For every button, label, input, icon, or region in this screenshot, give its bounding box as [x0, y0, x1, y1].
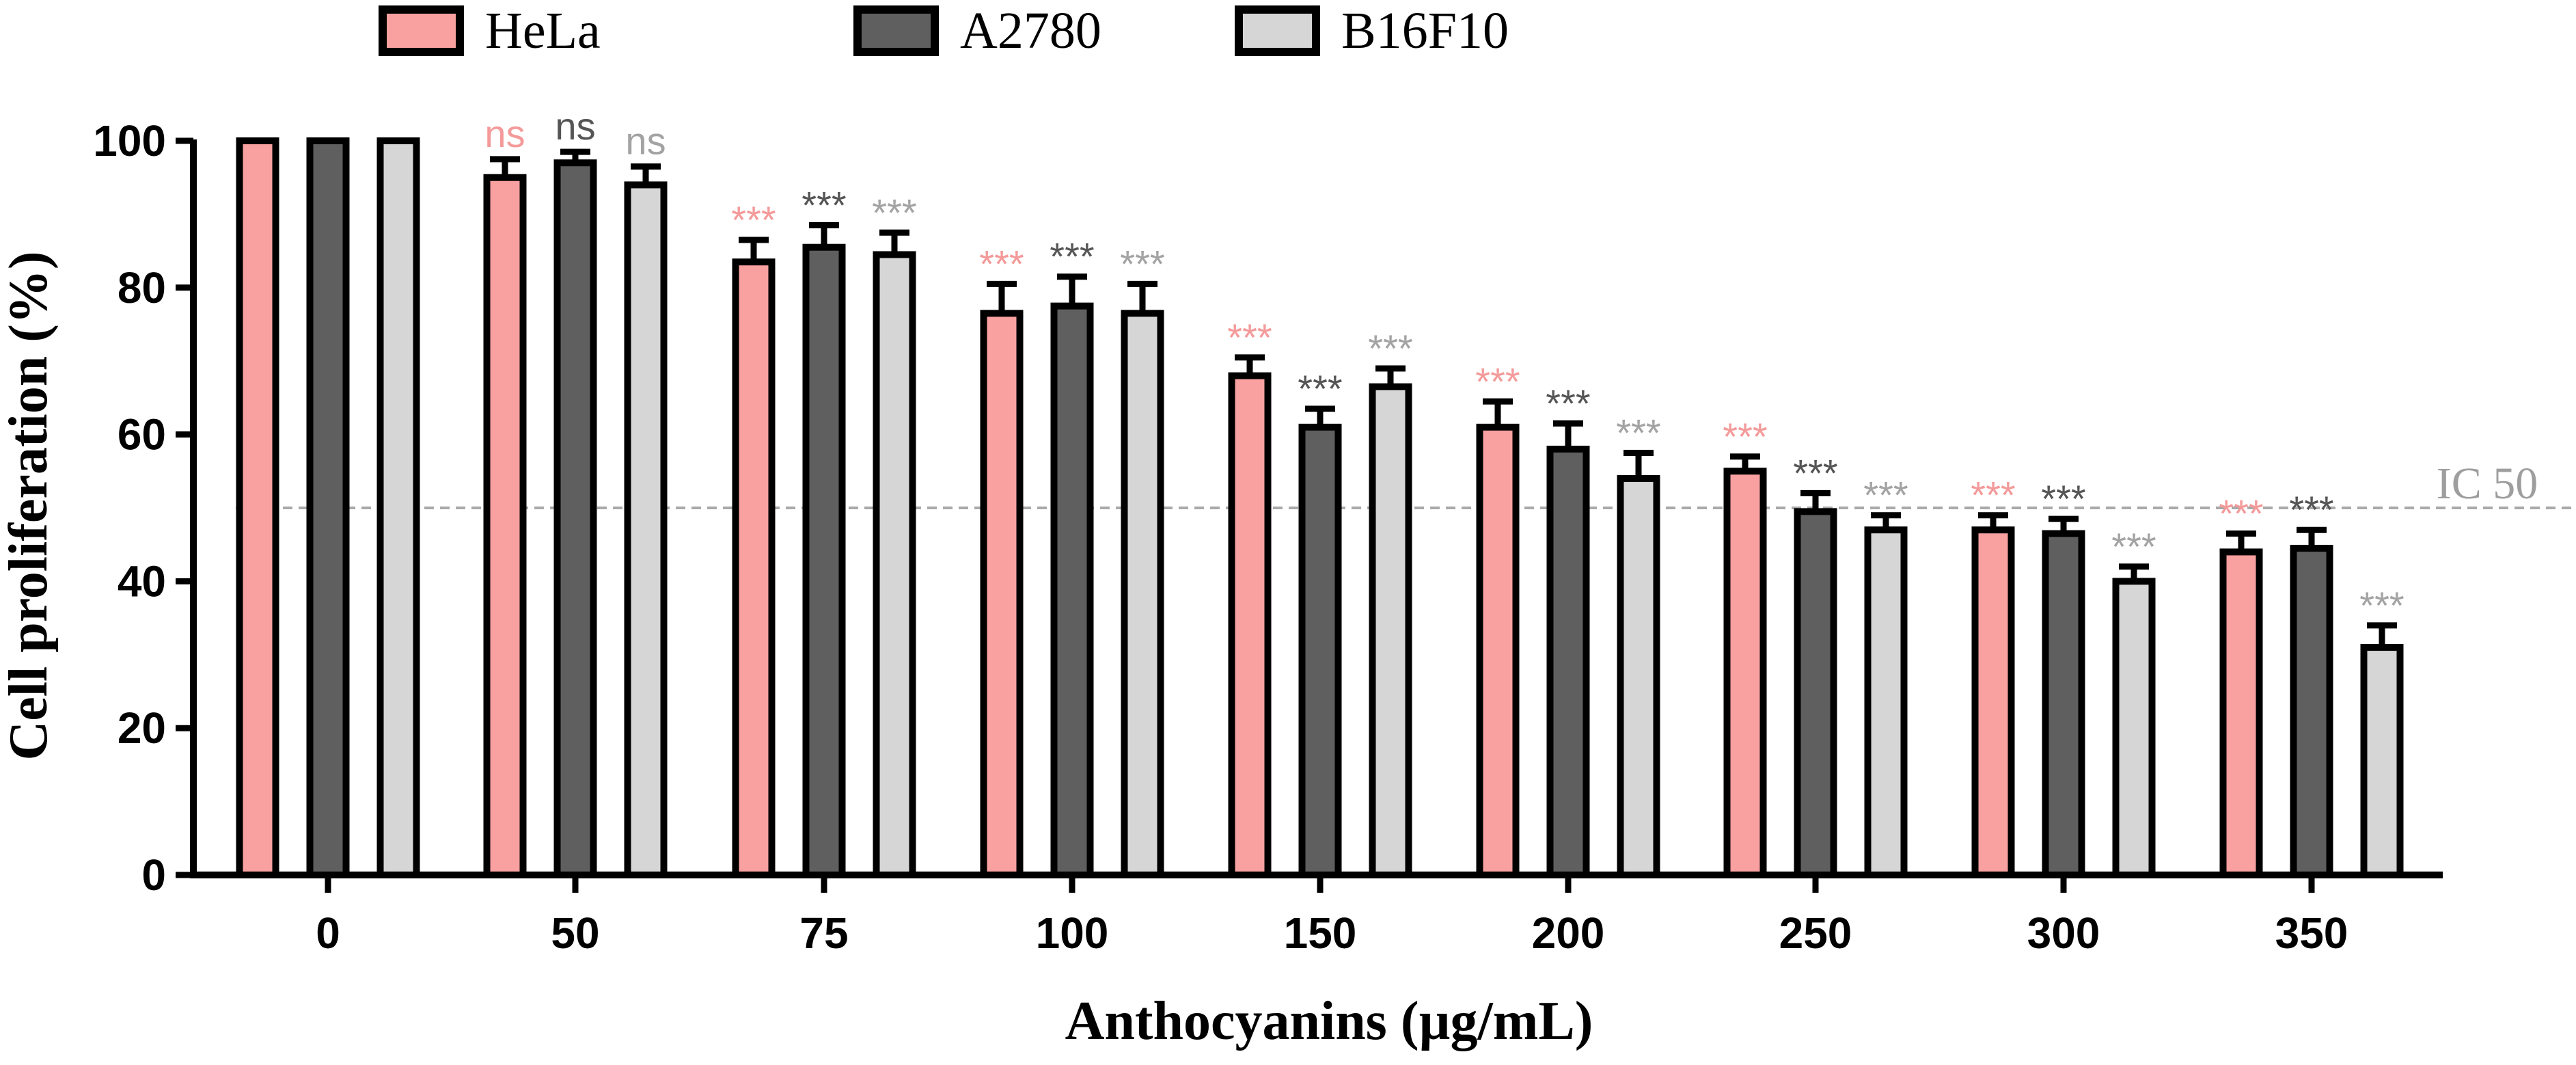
y-tick-label: 60 — [118, 410, 166, 459]
significance-label: *** — [2111, 525, 2156, 568]
legend-label-hela: HeLa — [485, 2, 601, 59]
bar-b16f10 — [2360, 644, 2404, 878]
bar-a2780 — [306, 137, 350, 878]
significance-label: *** — [1723, 415, 1767, 458]
significance-label: *** — [2359, 584, 2404, 627]
significance-label: *** — [872, 191, 916, 234]
significance-label: *** — [1050, 235, 1094, 278]
bar-hela — [1971, 526, 2015, 878]
legend-swatch-a2780 — [853, 5, 939, 56]
significance-label: ns — [625, 120, 666, 163]
x-axis-title: Anthocyanins (µg/mL) — [1065, 991, 1593, 1051]
bar-hela — [732, 258, 776, 878]
bar-a2780 — [1050, 302, 1094, 878]
significance-label: *** — [2041, 477, 2085, 520]
bar-b16f10 — [1617, 475, 1660, 878]
y-tick-label: 80 — [118, 263, 166, 312]
x-tick-label: 350 — [2275, 908, 2348, 958]
legend-swatch-hela — [379, 5, 464, 56]
ic50-label: IC 50 — [2437, 459, 2538, 509]
bar-hela — [236, 137, 279, 878]
x-tick-label: 50 — [551, 908, 599, 958]
y-axis-title: Cell proliferation (%) — [0, 251, 59, 760]
bar-hela — [2219, 548, 2263, 878]
bar-hela — [1476, 423, 1520, 878]
bar-a2780 — [2042, 530, 2085, 879]
significance-label: *** — [1863, 474, 1908, 517]
bar-a2780 — [1546, 446, 1590, 878]
legend-label-b16f10: B16F10 — [1341, 2, 1509, 59]
bar-hela — [1228, 372, 1272, 878]
bar-hela — [483, 174, 527, 878]
y-tick-label: 40 — [118, 556, 166, 606]
bar-b16f10 — [624, 181, 668, 878]
significance-label: *** — [1227, 316, 1272, 359]
significance-label: *** — [1298, 367, 1342, 410]
y-tick-label: 0 — [141, 850, 166, 900]
significance-label: *** — [1368, 327, 1412, 370]
x-tick-label: 150 — [1284, 908, 1357, 958]
bar-b16f10 — [376, 137, 420, 878]
x-tick-label: 0 — [316, 908, 340, 958]
significance-label: *** — [801, 184, 846, 227]
significance-label: ns — [555, 105, 595, 148]
x-tick-label: 100 — [1036, 908, 1109, 958]
bar-b16f10 — [1121, 310, 1164, 878]
bar-b16f10 — [1369, 383, 1412, 878]
significance-label: *** — [1616, 411, 1660, 454]
x-tick-label: 250 — [1779, 908, 1852, 958]
bar-b16f10 — [873, 251, 916, 879]
bar-b16f10 — [1864, 526, 1908, 878]
x-tick-label: 75 — [799, 908, 848, 958]
bar-hela — [1723, 468, 1767, 878]
legend-label-a2780: A2780 — [960, 2, 1101, 59]
significance-label: *** — [2219, 492, 2263, 535]
significance-label: *** — [1793, 452, 1837, 495]
x-tick-label: 200 — [1532, 908, 1605, 958]
y-tick-label: 20 — [118, 703, 166, 753]
significance-label: *** — [731, 198, 776, 241]
bar-b16f10 — [2112, 578, 2156, 879]
significance-label: *** — [1120, 242, 1164, 285]
bar-a2780 — [2290, 545, 2333, 878]
bar-a2780 — [802, 243, 846, 879]
significance-label: ns — [484, 112, 525, 155]
bar-a2780 — [1298, 423, 1342, 878]
significance-label: *** — [1971, 474, 2015, 517]
significance-label: *** — [1546, 381, 1590, 424]
bar-a2780 — [1794, 508, 1837, 878]
plot-area: 0 20 40 60 80 100 IC 50 ns *** *** *** *** *** *** ***… — [93, 105, 2576, 958]
bar-a2780 — [553, 159, 597, 879]
legend: HeLa A2780 B16F10 — [379, 2, 1509, 59]
bar-hela — [980, 310, 1024, 878]
significance-label: *** — [2289, 488, 2333, 531]
x-tick-label: 300 — [2027, 908, 2100, 958]
legend-swatch-b16f10 — [1235, 5, 1320, 56]
significance-label: *** — [979, 242, 1024, 285]
significance-label: *** — [1475, 360, 1520, 403]
y-tick-label: 100 — [93, 116, 166, 165]
